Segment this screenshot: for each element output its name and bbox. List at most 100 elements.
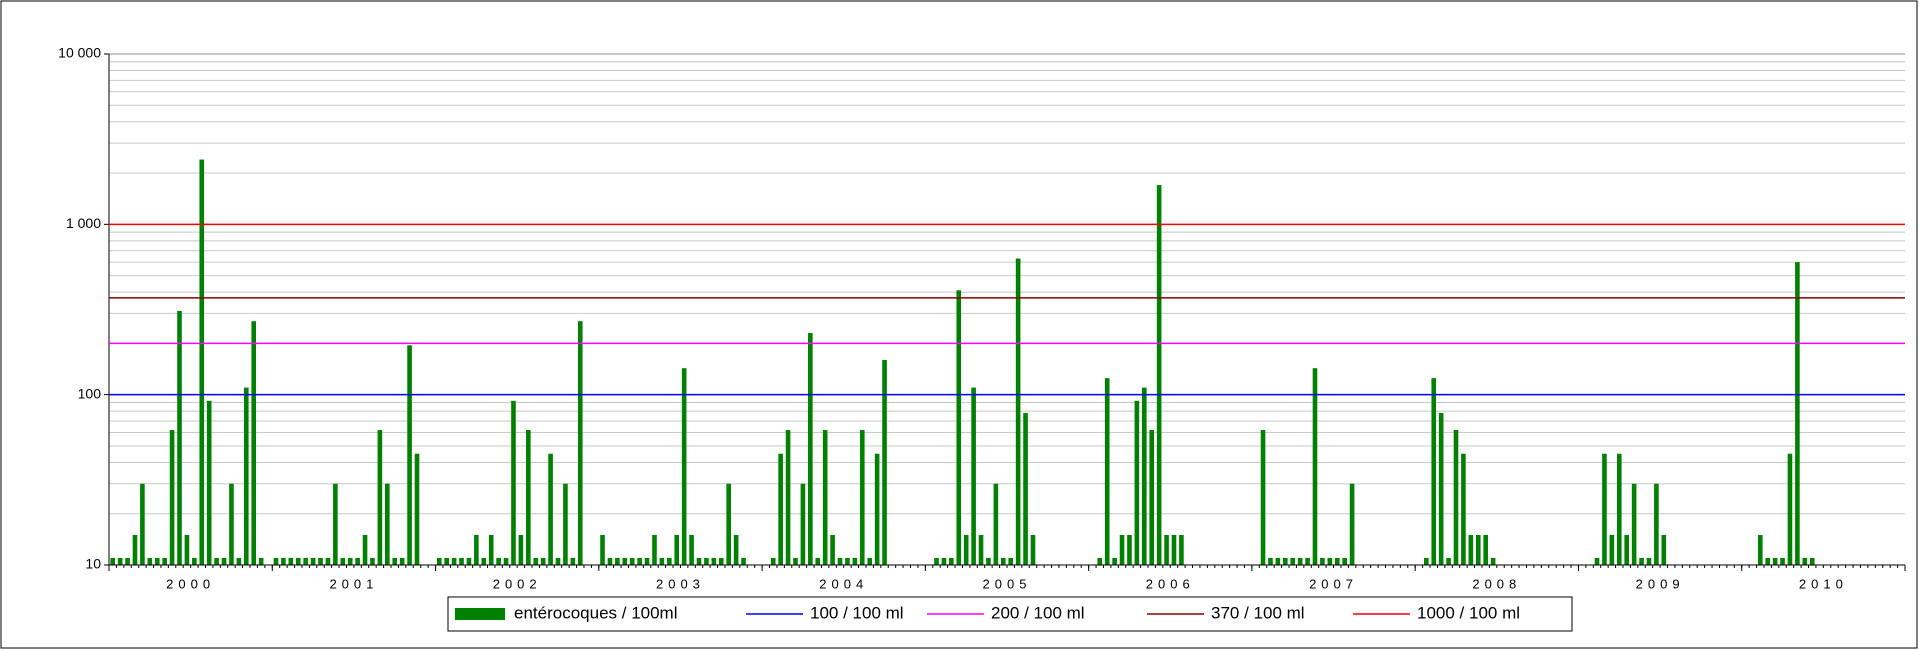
bar <box>1757 535 1763 565</box>
bar <box>785 430 791 565</box>
bar <box>1260 430 1266 565</box>
bar <box>258 557 264 565</box>
bar <box>1149 430 1155 565</box>
bar <box>971 387 976 565</box>
bar <box>229 483 234 565</box>
bar <box>488 535 494 565</box>
bar <box>288 557 294 565</box>
x-tick-label: 2010 <box>1799 576 1848 591</box>
bar <box>629 557 635 565</box>
bar <box>503 557 509 565</box>
bar <box>399 557 405 565</box>
bar <box>830 535 835 565</box>
bar <box>941 557 947 565</box>
bar <box>770 557 776 565</box>
bar <box>1809 557 1815 565</box>
x-tick-label: 2005 <box>983 576 1032 591</box>
bar <box>845 557 850 565</box>
bar <box>132 535 138 565</box>
bar <box>548 453 553 565</box>
bar <box>1594 557 1600 565</box>
bar <box>1661 535 1667 565</box>
bar <box>1097 557 1103 565</box>
bar <box>214 557 219 565</box>
x-tick-label: 2006 <box>1146 576 1195 591</box>
bar <box>978 535 984 565</box>
y-tick-label: 10 <box>85 556 101 572</box>
legend-label: entérocoques / 100ml <box>514 603 678 622</box>
bar <box>1490 557 1496 565</box>
bar <box>615 557 620 565</box>
bar <box>318 557 323 565</box>
bar <box>533 557 539 565</box>
bar <box>1327 557 1333 565</box>
bar <box>652 535 657 565</box>
bar <box>1483 535 1488 565</box>
bar <box>963 535 969 565</box>
bar <box>607 557 613 565</box>
bar <box>956 290 962 565</box>
bar <box>325 557 331 565</box>
x-tick-label: 2000 <box>166 576 215 591</box>
bar <box>444 557 449 565</box>
bar <box>934 557 939 565</box>
bar <box>310 557 316 565</box>
bar <box>882 359 887 565</box>
bar <box>1475 535 1481 565</box>
bar <box>1424 557 1429 565</box>
y-tick-label: 1 000 <box>66 215 101 231</box>
bar <box>1312 368 1318 565</box>
bar <box>1171 535 1177 565</box>
bar <box>1802 557 1808 565</box>
bar <box>689 535 694 565</box>
x-tick-label: 2004 <box>819 576 868 591</box>
bar <box>1795 262 1800 565</box>
bar <box>459 557 464 565</box>
bar <box>1320 557 1325 565</box>
bar <box>199 159 205 565</box>
bar <box>496 557 501 565</box>
bar <box>1179 535 1184 565</box>
bar <box>874 453 880 565</box>
bar <box>793 557 798 565</box>
bar <box>385 483 390 565</box>
bar <box>1765 557 1771 565</box>
bar <box>1468 535 1474 565</box>
x-tick-label: 2007 <box>1309 576 1358 591</box>
bar <box>1780 557 1785 565</box>
bar <box>147 557 153 565</box>
bar <box>859 430 865 565</box>
bar <box>1624 535 1629 565</box>
bar <box>333 483 338 565</box>
bar <box>340 557 346 565</box>
bar <box>1631 483 1637 565</box>
x-tick-label: 2008 <box>1472 576 1521 591</box>
bar <box>125 557 130 565</box>
bar <box>674 535 680 565</box>
bar <box>1000 557 1006 565</box>
bar <box>177 310 182 565</box>
bar <box>1104 378 1110 565</box>
bar <box>577 321 583 565</box>
bar <box>1141 387 1147 565</box>
bar <box>540 557 546 565</box>
bar <box>273 557 279 565</box>
bar <box>162 557 167 565</box>
bar <box>1290 557 1296 565</box>
bar <box>1305 557 1310 565</box>
bar <box>110 557 116 565</box>
bar <box>644 557 650 565</box>
bar <box>1334 557 1340 565</box>
bar <box>362 535 368 565</box>
bar <box>1156 185 1162 565</box>
bar <box>303 557 308 565</box>
bar <box>117 557 123 565</box>
bar <box>526 430 531 565</box>
bar <box>1772 557 1778 565</box>
bar <box>867 557 873 565</box>
bar <box>192 557 197 565</box>
bar <box>1297 557 1303 565</box>
bar <box>1453 430 1459 565</box>
bar <box>281 557 286 565</box>
